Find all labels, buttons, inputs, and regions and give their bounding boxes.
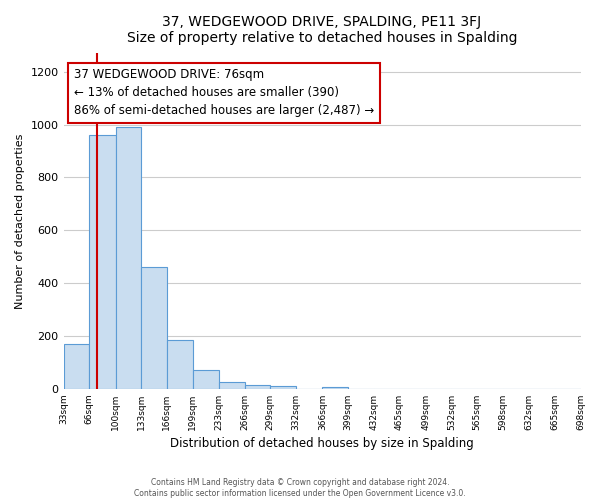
- Bar: [64, 344, 89, 389]
- Bar: [271, 386, 296, 389]
- Bar: [116, 128, 141, 389]
- Bar: [141, 268, 167, 389]
- Text: Contains HM Land Registry data © Crown copyright and database right 2024.
Contai: Contains HM Land Registry data © Crown c…: [134, 478, 466, 498]
- Title: 37, WEDGEWOOD DRIVE, SPALDING, PE11 3FJ
Size of property relative to detached ho: 37, WEDGEWOOD DRIVE, SPALDING, PE11 3FJ …: [127, 15, 517, 45]
- Bar: [89, 135, 116, 389]
- Bar: [219, 382, 245, 389]
- Bar: [167, 340, 193, 389]
- Bar: [245, 385, 271, 389]
- Bar: [193, 370, 219, 389]
- Y-axis label: Number of detached properties: Number of detached properties: [15, 134, 25, 309]
- Bar: [322, 386, 348, 389]
- Text: 37 WEDGEWOOD DRIVE: 76sqm
← 13% of detached houses are smaller (390)
86% of semi: 37 WEDGEWOOD DRIVE: 76sqm ← 13% of detac…: [74, 68, 374, 117]
- X-axis label: Distribution of detached houses by size in Spalding: Distribution of detached houses by size …: [170, 437, 474, 450]
